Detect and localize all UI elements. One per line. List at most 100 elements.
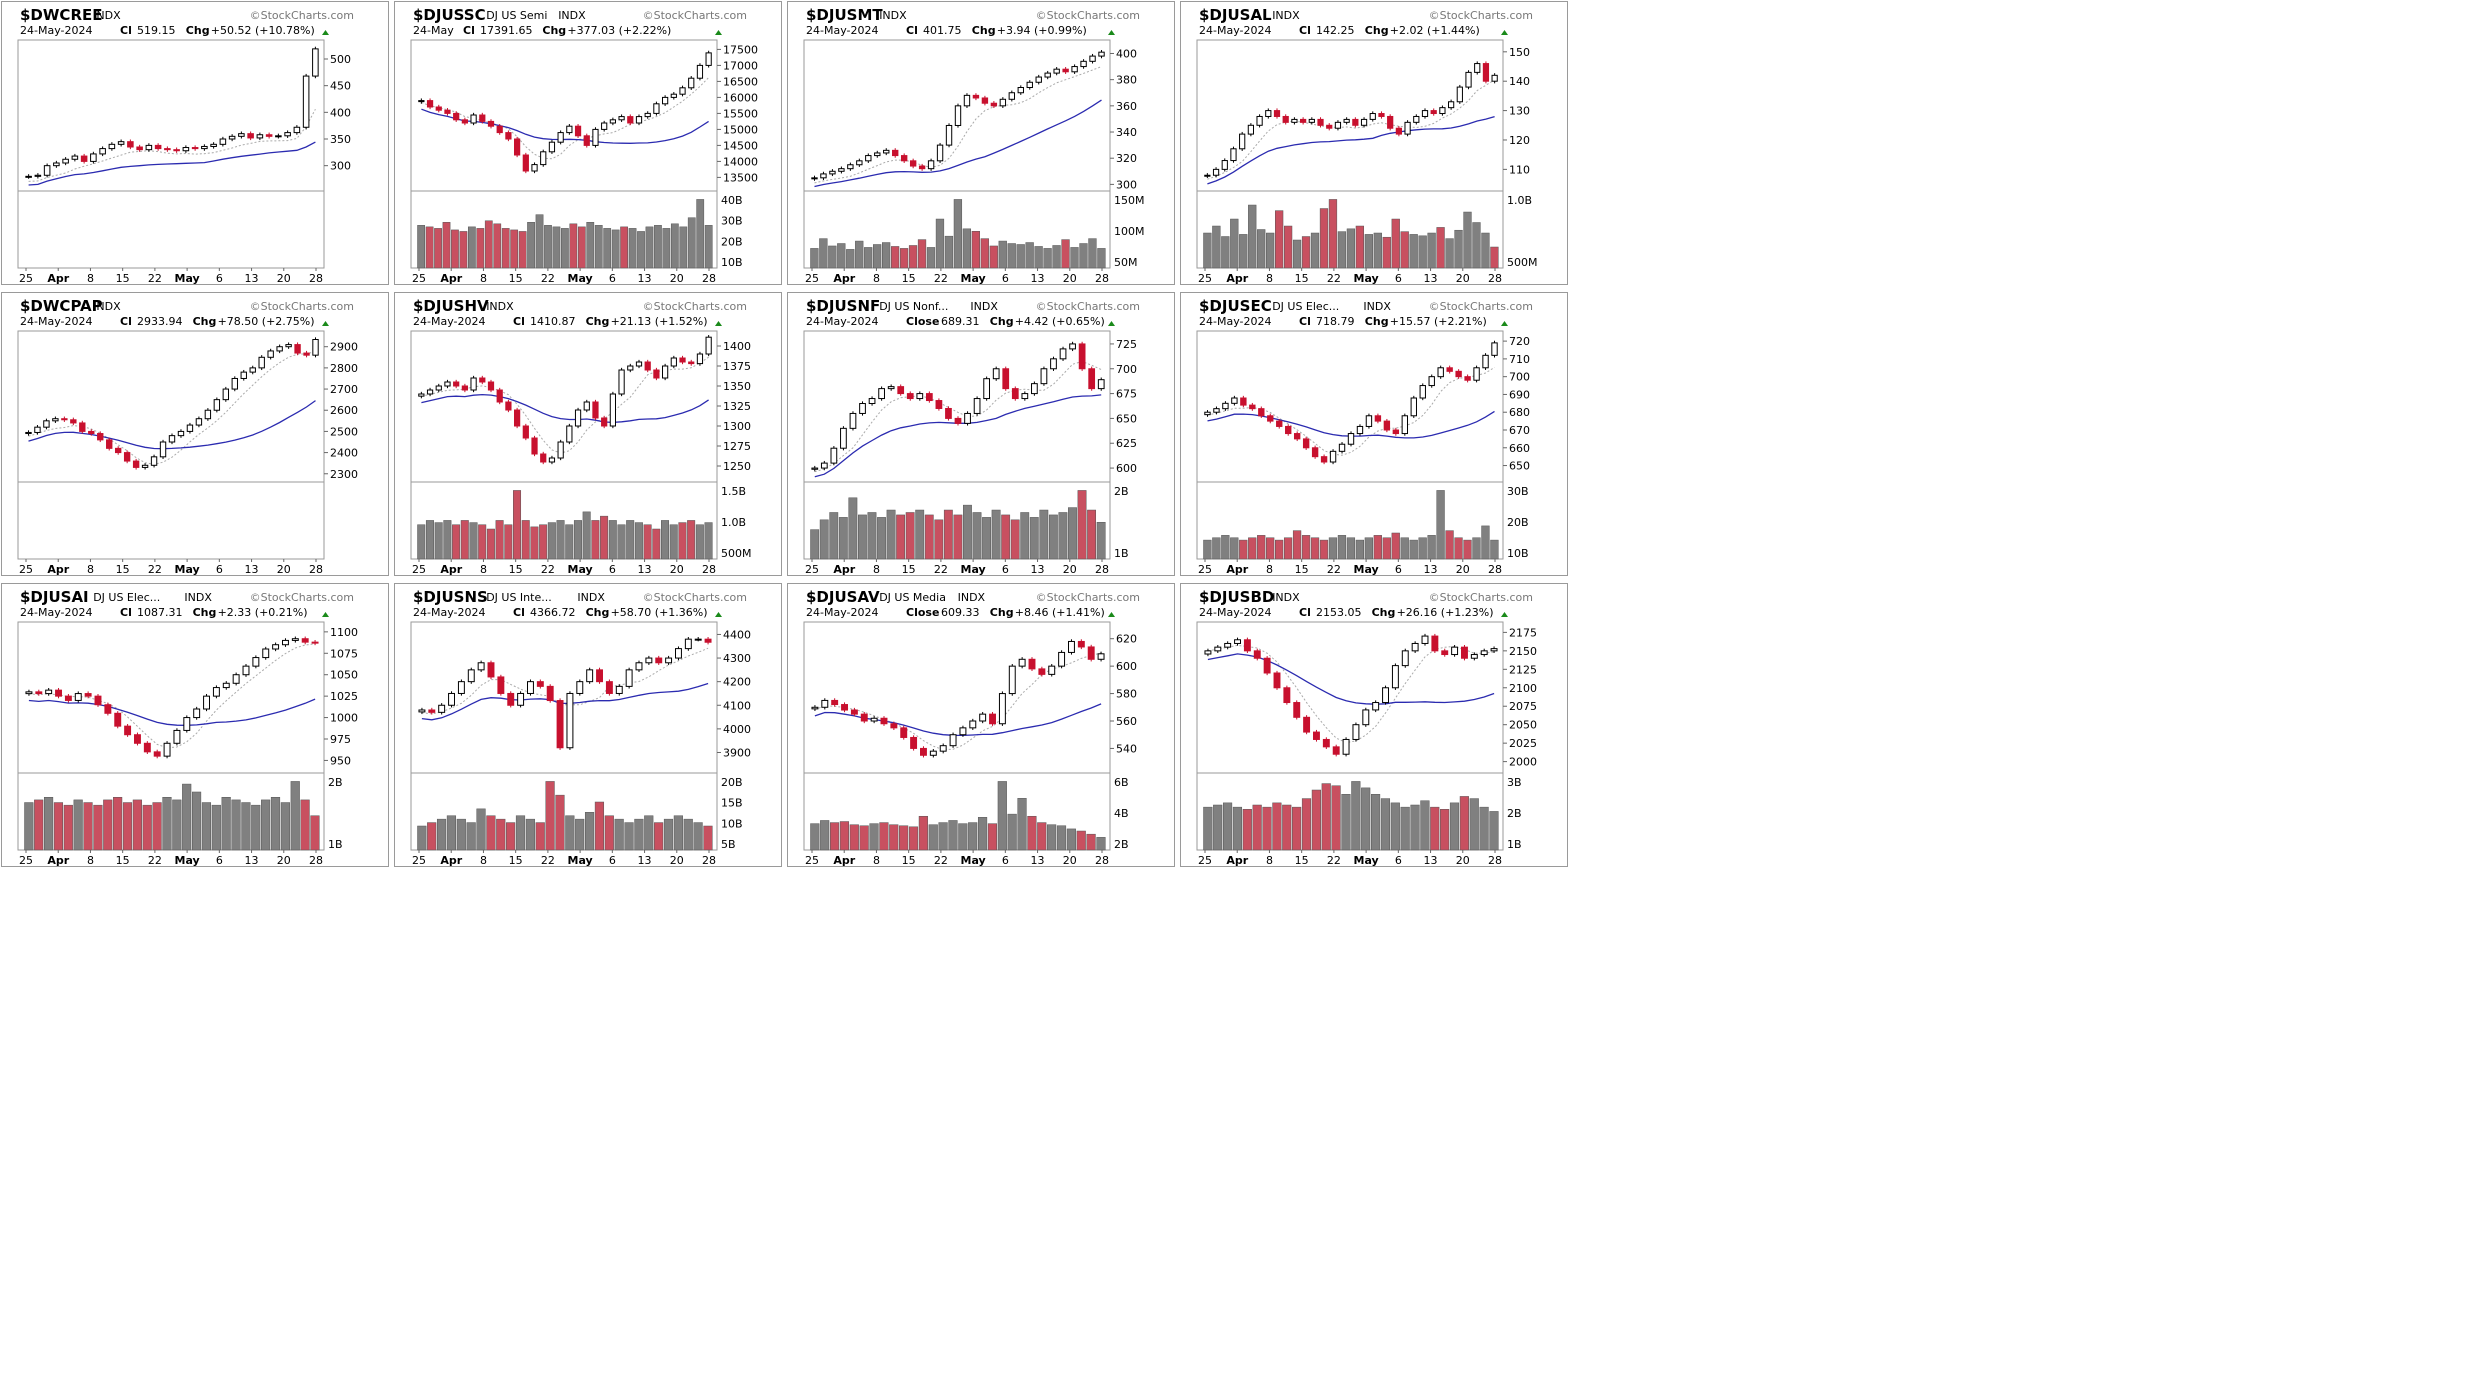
candle-body	[1311, 447, 1319, 458]
chart-exchange: INDX	[577, 591, 605, 604]
close-value: 401.75	[923, 24, 962, 37]
volume-bar	[977, 817, 988, 851]
volume-bar	[544, 225, 552, 269]
chg-label: Chg	[193, 315, 217, 328]
volume-bar	[545, 781, 555, 851]
volume-bar	[849, 824, 859, 851]
volume-bar	[1463, 211, 1472, 269]
candle-body	[164, 148, 171, 151]
candle-body	[1464, 376, 1471, 381]
volume-bar	[425, 520, 434, 560]
chart-panel-djusec[interactable]: $DJUSEC DJ US Elec... INDX ©StockCharts.com…	[1180, 292, 1568, 576]
close-value: 718.79	[1316, 315, 1355, 328]
candle-body	[191, 147, 199, 150]
candle-body	[1291, 118, 1298, 123]
up-arrow-icon	[1501, 612, 1508, 617]
candle-body	[1446, 367, 1453, 372]
x-tick-label: 22	[541, 272, 555, 285]
volume-bar	[582, 511, 591, 560]
x-tick-label: May	[175, 563, 200, 576]
candle-body	[1267, 415, 1274, 422]
price-tick-label: 700	[1116, 363, 1137, 376]
candle-body	[1230, 148, 1237, 162]
candle-body	[696, 353, 704, 365]
volume-tick-label: 1.5B	[721, 485, 746, 498]
candle-body	[1448, 101, 1455, 109]
chart-panel-dwcpap[interactable]: $DWCPAP INDX ©StockCharts.com 24-May-2024 Cl…	[1, 292, 389, 576]
chart-panel-djusnf[interactable]: $DJUSNF DJ US Nonf... INDX ©StockCharts.com…	[787, 292, 1175, 576]
chart-panel-djusmt[interactable]: $DJUSMT INDX ©StockCharts.com 24-May-2024 Cl…	[787, 1, 1175, 285]
price-tick-label: 2075	[1509, 700, 1537, 713]
candle-body	[900, 727, 908, 738]
x-tick-label: 28	[309, 272, 323, 285]
volume-bar	[493, 223, 502, 269]
volume-bar	[879, 822, 889, 851]
chart-panel-djushv[interactable]: $DJUSHV INDX ©StockCharts.com 24-May-2024 Cl…	[394, 292, 782, 576]
candle-body	[203, 695, 210, 710]
candle-body	[1410, 397, 1417, 417]
candle-body	[1383, 420, 1391, 431]
candle-body	[1002, 368, 1010, 390]
watermark: ©StockCharts.com	[250, 9, 354, 22]
candle-body	[1097, 379, 1105, 390]
candle-body	[1322, 738, 1330, 748]
volume-bar	[839, 821, 850, 851]
candle-body	[1342, 738, 1350, 755]
candle-body	[114, 447, 122, 454]
volume-tick-label: 1B	[328, 838, 343, 851]
ma-fast-line	[421, 77, 709, 160]
x-tick-label: 8	[87, 854, 94, 867]
candle-body	[566, 125, 573, 134]
candle-body	[874, 152, 881, 157]
candle-body	[618, 369, 625, 395]
candle-body	[1097, 653, 1105, 660]
x-tick-label: May	[1354, 563, 1379, 576]
chart-panel-djusbd[interactable]: $DJUSBD INDX ©StockCharts.com 24-May-2024 Cl…	[1180, 583, 1568, 867]
volume-bar	[417, 225, 426, 269]
price-tick-label: 720	[1509, 335, 1530, 348]
x-tick-label: May	[1354, 272, 1379, 285]
candle-body	[426, 389, 434, 395]
candle-body	[936, 144, 944, 162]
candle-body	[242, 665, 250, 676]
candle-body	[868, 398, 876, 405]
chart-panel-djusai[interactable]: $DJUSAI DJ US Elec... INDX ©StockCharts.com…	[1, 583, 389, 867]
candle-body	[1283, 687, 1291, 704]
volume-bar	[704, 522, 713, 560]
chg-value: +58.70 (+1.36%)	[611, 606, 708, 619]
volume-bar	[1070, 247, 1079, 269]
candle-body	[453, 112, 460, 121]
volume-bar	[1283, 537, 1293, 560]
chart-name: DJ US Elec...	[93, 591, 160, 604]
candle-body	[1300, 118, 1307, 123]
ma-fast-line	[814, 360, 1102, 473]
price-tick-label: 13500	[723, 171, 758, 184]
volume-bar	[1248, 537, 1257, 560]
chart-panel-djussc[interactable]: $DJUSSC DJ US Semi INDX ©StockCharts.com 24-…	[394, 1, 782, 285]
candle-body	[1249, 404, 1256, 410]
chart-symbol: $DJUSHV	[413, 297, 489, 315]
chart-panel-djusav[interactable]: $DJUSAV DJ US Media INDX ©StockCharts.com 24…	[787, 583, 1175, 867]
candle-body	[124, 725, 132, 736]
volume-bar	[1056, 825, 1067, 851]
chart-date: 24-May-2024	[20, 24, 92, 37]
volume-bar	[896, 514, 906, 560]
plot-frame	[17, 330, 325, 560]
price-tick-label: 710	[1509, 353, 1530, 366]
candle-body	[1098, 51, 1105, 57]
candle-body	[1391, 665, 1399, 689]
candle-body	[294, 344, 301, 354]
candle-body	[635, 662, 643, 671]
chart-panel-djusal[interactable]: $DJUSAL INDX ©StockCharts.com 24-May-2024 Cl…	[1180, 1, 1568, 285]
chart-panel-dwcree[interactable]: $DWCREE INDX ©StockCharts.com 24-May-2024 Cl…	[1, 1, 389, 285]
volume-bar	[617, 524, 626, 560]
chart-panel-djusns[interactable]: $DJUSNS DJ US Inte... INDX ©StockCharts.com…	[394, 583, 782, 867]
candle-body	[1317, 118, 1324, 126]
candle-body	[939, 745, 947, 752]
volume-bar	[34, 799, 44, 851]
price-tick-label: 700	[1509, 371, 1530, 384]
volume-bar	[662, 228, 671, 269]
candle-body	[231, 377, 238, 390]
candle-body	[1356, 425, 1364, 435]
